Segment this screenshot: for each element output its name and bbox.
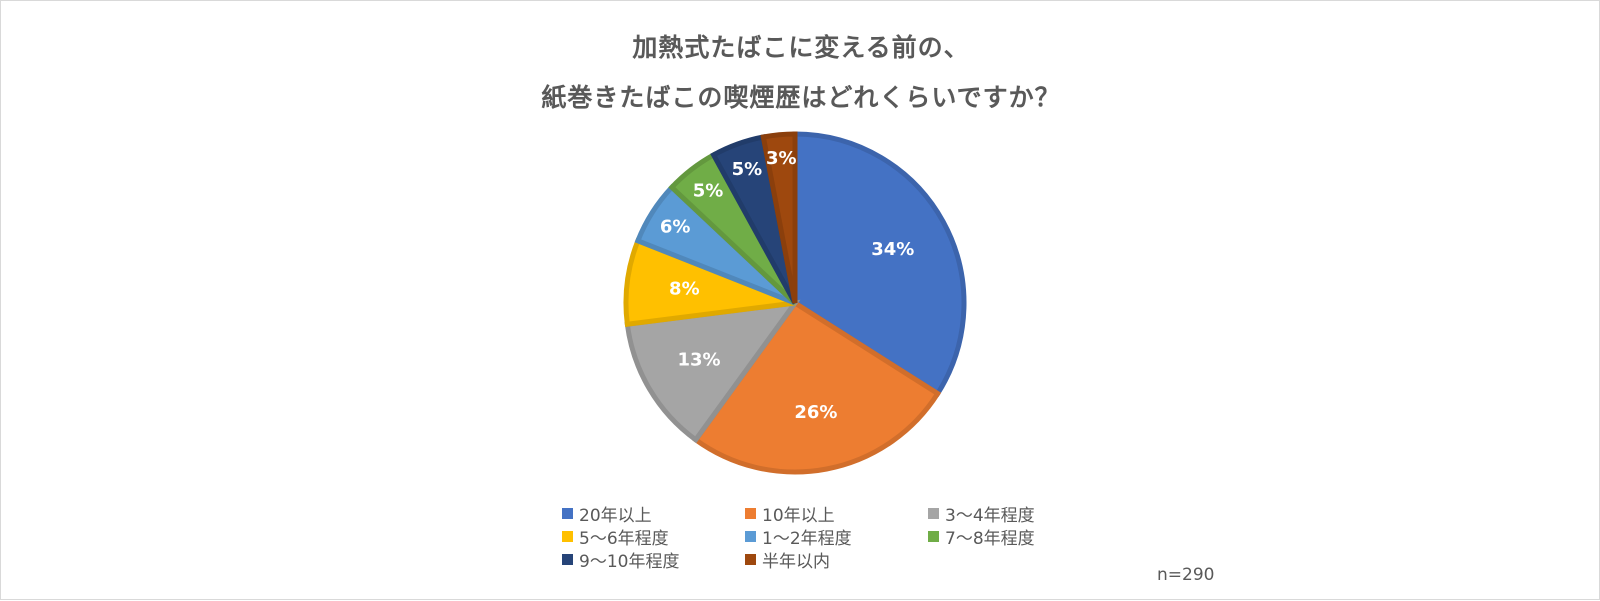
legend-swatch xyxy=(562,530,573,542)
slice-value-label: 8% xyxy=(669,279,700,300)
legend-label: 半年以内 xyxy=(762,551,830,572)
legend-swatch xyxy=(928,507,939,519)
slice-value-label: 34% xyxy=(871,239,914,260)
legend-swatch xyxy=(745,507,756,519)
slice-value-label: 6% xyxy=(660,216,691,237)
slice-value-label: 13% xyxy=(677,349,720,370)
legend-swatch xyxy=(745,553,756,565)
legend-swatch xyxy=(928,530,939,542)
chart-title-line-1: 加熱式たばこに変える前の、 xyxy=(632,33,970,62)
legend-item: 7～8年程度 xyxy=(928,527,1082,549)
legend-label: 7～8年程度 xyxy=(945,528,1035,549)
legend-swatch xyxy=(562,507,573,519)
slice-value-label: 5% xyxy=(732,159,763,180)
legend-label: 9～10年程度 xyxy=(579,551,680,572)
sample-size-note: n=290 xyxy=(1157,565,1215,585)
pie-slice xyxy=(624,299,801,444)
pie-slice xyxy=(692,299,942,475)
slice-value-label: 26% xyxy=(794,402,837,423)
legend-label: 10年以上 xyxy=(762,505,835,526)
slice-value-label: 5% xyxy=(693,180,724,201)
legend-item: 3～4年程度 xyxy=(928,504,1082,526)
legend-item: 半年以内 xyxy=(745,550,928,572)
pie-slice xyxy=(760,131,798,304)
legend-item: 9～10年程度 xyxy=(562,550,745,572)
chart-legend: 20年以上 10年以上 3～4年程度 5～6年程度 1～2年程度 7～8年程度 9～10年程… xyxy=(562,504,1082,572)
legend-item: 1～2年程度 xyxy=(745,527,928,549)
legend-item: 10年以上 xyxy=(745,504,928,526)
legend-label: 20年以上 xyxy=(579,505,652,526)
legend-swatch xyxy=(562,553,573,565)
legend-swatch xyxy=(745,530,756,542)
legend-item: 5～6年程度 xyxy=(562,527,745,549)
legend-item: 20年以上 xyxy=(562,504,745,526)
slice-value-label: 3% xyxy=(766,148,797,169)
legend-label: 3～4年程度 xyxy=(945,505,1035,526)
legend-label: 5～6年程度 xyxy=(579,528,669,549)
legend-label: 1～2年程度 xyxy=(762,528,852,549)
chart-title-line-2: 紙巻きたばこの喫煙歴はどれくらいですか？ xyxy=(541,83,1061,112)
